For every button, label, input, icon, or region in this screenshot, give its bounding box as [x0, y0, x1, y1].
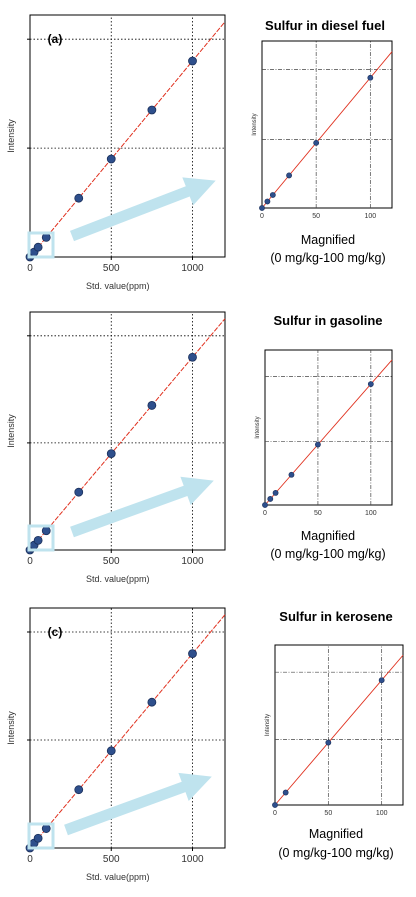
- inset-xtick-label: 50: [314, 510, 322, 517]
- inset-xtick-label: 100: [365, 510, 377, 517]
- panel-label: (c): [48, 625, 63, 639]
- main-xtick-label: 0: [27, 263, 33, 274]
- main-xaxis-label: Std. value(ppm): [86, 872, 150, 882]
- inset-xtick-label: 100: [376, 810, 388, 817]
- inset-data-point: [267, 496, 274, 502]
- inset-xtick-label: 0: [263, 510, 267, 517]
- magnified-range-caption: (0 mg/kg-100 mg/kg): [270, 251, 385, 265]
- main-data-point: [188, 56, 197, 66]
- inset-yaxis-label: Intensity: [252, 113, 258, 135]
- main-xtick-label: 0: [27, 854, 33, 865]
- inset-data-point: [272, 802, 278, 808]
- magnify-arrow: [70, 476, 214, 538]
- main-fit-line: [29, 318, 226, 551]
- panel-title: Sulfur in gasoline: [273, 313, 382, 328]
- main-plot-frame: [29, 14, 226, 258]
- inset-xtick-label: 50: [324, 810, 332, 817]
- inset-data-point: [315, 441, 321, 448]
- main-xtick-label: 1000: [181, 556, 204, 567]
- main-data-point: [74, 193, 84, 203]
- magnify-arrow: [70, 177, 216, 242]
- magnify-box: [27, 231, 55, 259]
- inset-data-point: [288, 471, 295, 478]
- main-data-point: [188, 352, 197, 362]
- inset-data-point: [313, 139, 320, 146]
- inset-yaxis-label: Intensity: [255, 416, 261, 438]
- main-data-point: [147, 105, 157, 115]
- inset-data-point: [262, 502, 268, 508]
- inset-yaxis-label: Intensity: [265, 714, 271, 736]
- inset-xtick-label: 0: [273, 810, 277, 817]
- chart-panel-2: 0 500 1000 Std. value(ppm) Intensity (c) 0 50 10…: [6, 607, 404, 882]
- main-yaxis-label: Intensity: [6, 119, 16, 153]
- inset-plot-frame: [274, 644, 404, 806]
- main-xtick-label: 500: [103, 556, 120, 567]
- magnify-box: [27, 524, 55, 552]
- main-xtick-label: 500: [103, 263, 120, 274]
- inset-plot-frame: [264, 349, 393, 506]
- main-data-point: [33, 535, 43, 545]
- inset-xtick-label: 50: [312, 213, 320, 220]
- inset-data-point: [378, 677, 385, 684]
- main-data-point: [147, 401, 157, 410]
- main-data-point: [106, 449, 116, 459]
- chart-panel-1: 0 500 1000 Std. value(ppm) Intensity 0 50 100 In…: [6, 311, 393, 584]
- main-xtick-label: 500: [103, 854, 120, 865]
- inset-data-point: [286, 172, 292, 179]
- main-xtick-label: 1000: [181, 854, 204, 865]
- panel-title: Sulfur in kerosene: [279, 609, 392, 624]
- magnified-range-caption: (0 mg/kg-100 mg/kg): [278, 846, 393, 860]
- main-data-point: [74, 487, 84, 497]
- inset-data-point: [272, 490, 279, 496]
- magnified-range-caption: (0 mg/kg-100 mg/kg): [270, 547, 385, 561]
- main-data-point: [74, 785, 84, 795]
- main-data-point: [106, 746, 116, 756]
- main-data-point: [188, 649, 197, 658]
- panel-label: (a): [48, 32, 63, 46]
- magnify-box: [27, 822, 55, 850]
- main-data-point: [33, 242, 43, 252]
- main-data-point: [106, 154, 116, 164]
- inset-data-point: [264, 198, 271, 205]
- inset-data-point: [367, 74, 374, 81]
- inset-data-point: [259, 205, 265, 211]
- main-data-point: [147, 697, 157, 707]
- main-yaxis-label: Intensity: [6, 711, 16, 745]
- main-xtick-label: 1000: [181, 263, 204, 274]
- main-data-point: [41, 824, 51, 833]
- inset-xtick-label: 0: [260, 213, 264, 220]
- panel-title: Sulfur in diesel fuel: [265, 18, 385, 33]
- inset-plot-frame: [261, 40, 393, 209]
- magnified-caption: Magnified: [309, 827, 363, 841]
- magnified-caption: Magnified: [301, 233, 355, 247]
- main-xaxis-label: Std. value(ppm): [86, 281, 150, 291]
- inset-data-point: [269, 192, 276, 198]
- main-fit-line: [29, 614, 226, 849]
- main-yaxis-label: Intensity: [6, 414, 16, 448]
- inset-xtick-label: 100: [364, 213, 376, 220]
- main-data-point: [41, 526, 51, 536]
- main-data-point: [41, 232, 51, 242]
- main-xaxis-label: Std. value(ppm): [86, 574, 150, 584]
- magnified-caption: Magnified: [301, 529, 355, 543]
- inset-data-point: [325, 739, 332, 746]
- main-xtick-label: 0: [27, 556, 33, 567]
- inset-data-point: [282, 789, 289, 796]
- magnify-arrow: [64, 772, 212, 836]
- chart-panel-0: 0 500 1000 Std. value(ppm) Intensity (a) 0 50 10…: [6, 14, 393, 291]
- inset-data-point: [367, 381, 374, 387]
- main-data-point: [33, 833, 43, 843]
